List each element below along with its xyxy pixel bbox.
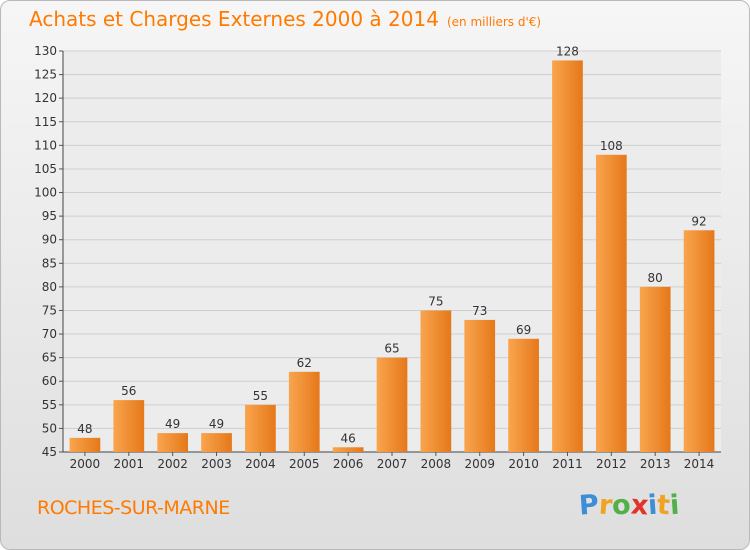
x-tick-label: 2005: [289, 457, 320, 471]
x-tick-label: 2006: [333, 457, 364, 471]
y-tick-label: 110: [34, 138, 57, 152]
data-label: 62: [297, 356, 312, 370]
x-tick-label: 2010: [508, 457, 539, 471]
y-tick-label: 100: [34, 186, 57, 200]
y-tick-label: 70: [42, 327, 57, 341]
y-tick-label: 75: [42, 303, 57, 317]
data-label: 128: [556, 44, 579, 58]
y-tick-label: 105: [34, 162, 57, 176]
y-tick-label: 55: [42, 398, 57, 412]
x-tick-label: 2014: [684, 457, 715, 471]
y-tick-label: 125: [34, 68, 57, 82]
x-tick-label: 2009: [464, 457, 495, 471]
x-tick-label: 2000: [70, 457, 101, 471]
x-tick-label: 2012: [596, 457, 627, 471]
proxiti-logo: Proxiti: [577, 489, 681, 522]
bar-2013: [639, 286, 671, 452]
data-label: 55: [253, 389, 268, 403]
y-tick-label: 80: [42, 280, 57, 294]
x-tick-label: 2001: [114, 457, 145, 471]
bar-2011: [552, 60, 583, 452]
data-label: 80: [648, 271, 663, 285]
x-tick-label: 2004: [245, 457, 276, 471]
data-label: 75: [428, 294, 443, 308]
bar-2004: [245, 404, 276, 452]
bar-2012: [595, 154, 627, 452]
chart-title: Achats et Charges Externes 2000 à 2014 (e…: [29, 7, 541, 31]
x-tick-label: 2008: [421, 457, 452, 471]
y-tick-label: 130: [34, 44, 57, 58]
data-label: 49: [165, 417, 180, 431]
y-tick-label: 120: [34, 91, 57, 105]
x-tick-label: 2007: [377, 457, 408, 471]
data-label: 73: [472, 304, 487, 318]
bar-2006: [332, 447, 364, 452]
data-label: 48: [77, 422, 92, 436]
bar-2001: [113, 400, 145, 452]
bar-2010: [508, 338, 539, 452]
y-tick-label: 60: [42, 374, 57, 388]
bar-2007: [376, 357, 408, 452]
y-tick-label: 115: [34, 115, 57, 129]
data-label: 56: [121, 384, 136, 398]
data-label: 46: [340, 431, 355, 445]
x-tick-label: 2003: [201, 457, 232, 471]
bar-2009: [464, 319, 496, 452]
data-label: 49: [209, 417, 224, 431]
x-tick-label: 2002: [157, 457, 188, 471]
x-tick-label: 2013: [640, 457, 671, 471]
chart-subtitle: (en milliers d'€): [446, 15, 542, 29]
data-label: 69: [516, 323, 531, 337]
y-tick-label: 65: [42, 351, 57, 365]
bar-2002: [157, 433, 189, 452]
y-tick-label: 95: [42, 209, 57, 223]
bar-2014: [683, 230, 715, 452]
y-tick-label: 50: [42, 421, 57, 435]
data-label: 92: [691, 214, 706, 228]
data-label: 65: [384, 342, 399, 356]
place-name: ROCHES-SUR-MARNE: [37, 497, 230, 519]
y-tick-label: 85: [42, 256, 57, 270]
y-tick-label: 45: [42, 445, 57, 459]
bar-2000: [69, 437, 101, 452]
y-tick-label: 90: [42, 233, 57, 247]
bar-2008: [420, 310, 452, 452]
data-label: 108: [600, 139, 623, 153]
bar-2003: [201, 433, 232, 452]
bar-2005: [288, 371, 320, 452]
x-tick-label: 2011: [552, 457, 583, 471]
chart-title-text: Achats et Charges Externes 2000 à 2014: [29, 7, 439, 31]
